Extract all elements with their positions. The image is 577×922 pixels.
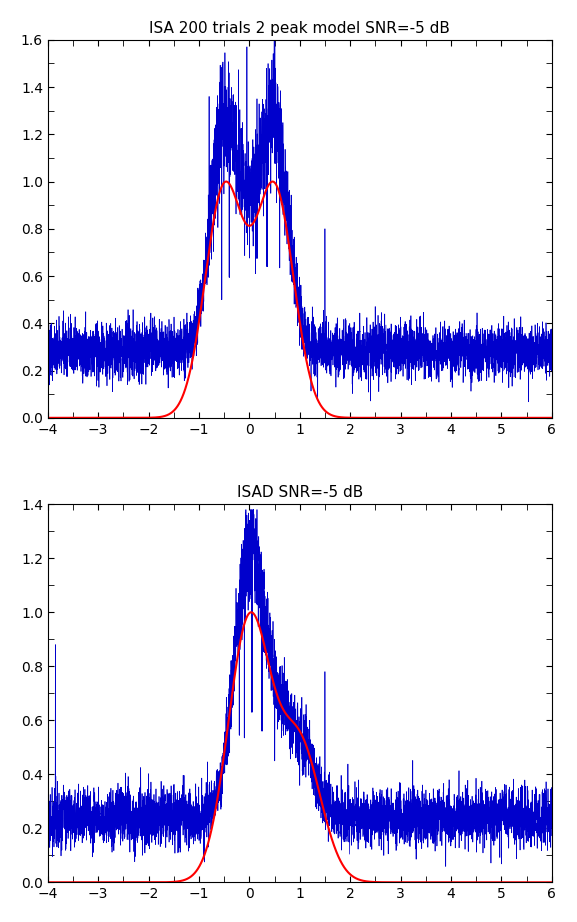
Title: ISA 200 trials 2 peak model SNR=-5 dB: ISA 200 trials 2 peak model SNR=-5 dB	[149, 21, 450, 36]
Title: ISAD SNR=-5 dB: ISAD SNR=-5 dB	[237, 485, 363, 501]
